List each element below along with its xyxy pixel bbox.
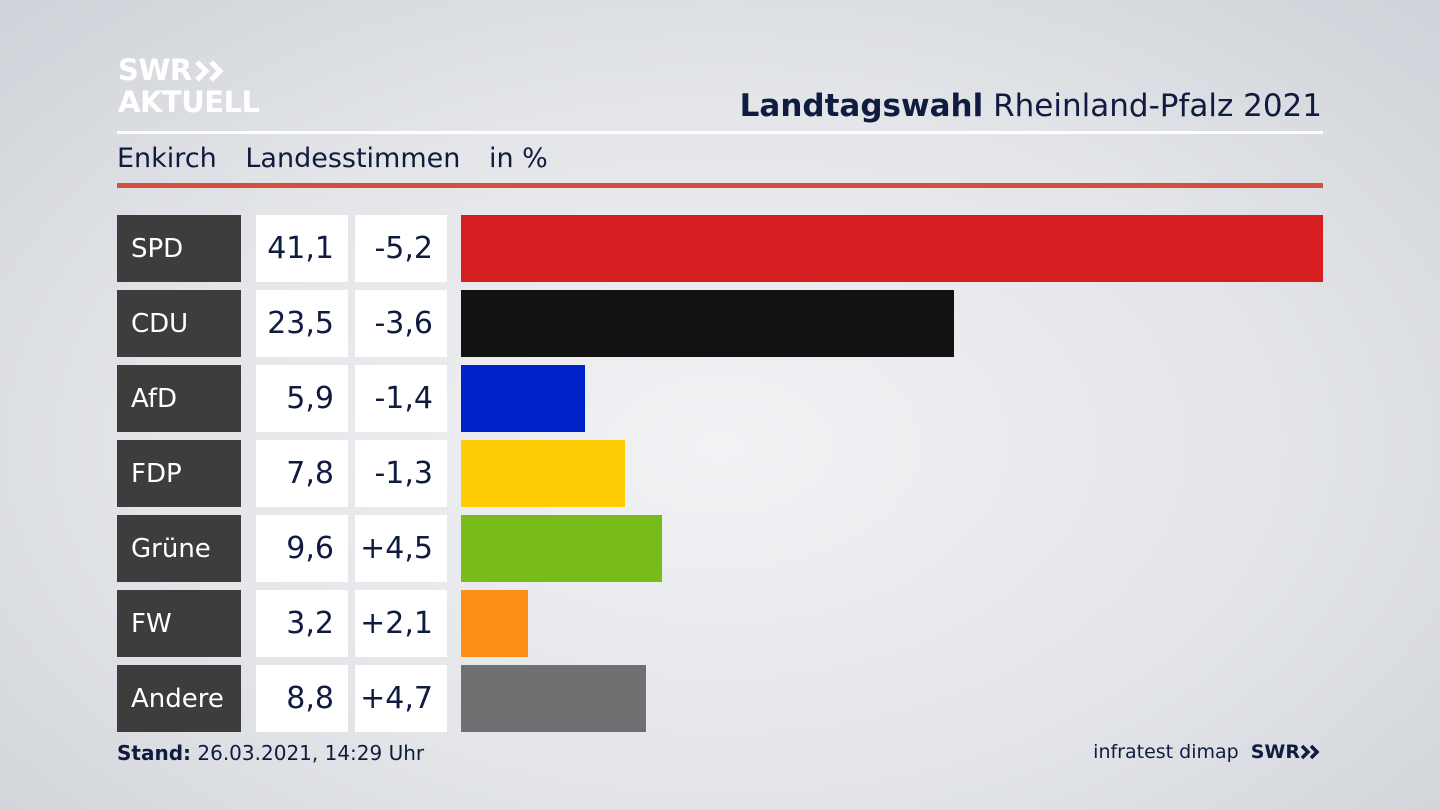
subtitle-unit: in %: [488, 143, 548, 174]
title-bold: Landtagswahl: [739, 88, 984, 124]
header-divider: [117, 131, 1323, 134]
swr-aktuell-logo: SWR AKTUELL: [118, 56, 260, 117]
timestamp-label: Stand:: [117, 741, 192, 765]
chart-row: AfD 5,9 -1,4: [117, 365, 1323, 432]
diff-label: -1,3: [355, 440, 447, 507]
value-label: 8,8: [256, 665, 348, 732]
swr-brand-text: SWR: [1250, 741, 1300, 763]
source-name: infratest dimap: [1093, 741, 1239, 763]
timestamp: Stand: 26.03.2021, 14:29 Uhr: [117, 741, 424, 765]
chart-row: FDP 7,8 -1,3: [117, 440, 1323, 507]
chart-row: Grüne 9,6 +4,5: [117, 515, 1323, 582]
logo-line-1: SWR: [118, 53, 192, 87]
party-label: CDU: [117, 290, 241, 357]
diff-label: +4,7: [355, 665, 447, 732]
party-label: FDP: [117, 440, 241, 507]
diff-label: -1,4: [355, 365, 447, 432]
bar: [461, 290, 954, 357]
chart-row: FW 3,2 +2,1: [117, 590, 1323, 657]
chart-row: CDU 23,5 -3,6: [117, 290, 1323, 357]
bar: [461, 590, 528, 657]
bar: [461, 440, 625, 507]
value-label: 23,5: [256, 290, 348, 357]
value-label: 9,6: [256, 515, 348, 582]
bar: [461, 365, 585, 432]
title-rest: Rheinland-Pfalz 2021: [993, 88, 1322, 124]
source-credit: infratest dimap SWR: [1093, 741, 1322, 763]
bar: [461, 215, 1323, 282]
diff-label: +2,1: [355, 590, 447, 657]
party-label: Grüne: [117, 515, 241, 582]
subtitle-type: Landesstimmen: [245, 143, 461, 174]
subtitle-place: Enkirch: [117, 143, 217, 174]
timestamp-value: 26.03.2021, 14:29 Uhr: [197, 741, 425, 765]
page-title: Landtagswahl Rheinland-Pfalz 2021: [740, 88, 1322, 124]
value-label: 41,1: [256, 215, 348, 282]
logo-line-2: AKTUELL: [118, 85, 260, 119]
value-label: 7,8: [256, 440, 348, 507]
diff-label: +4,5: [355, 515, 447, 582]
chevrons-icon: [194, 59, 224, 82]
chart-row: SPD 41,1 -5,2: [117, 215, 1323, 282]
diff-label: -5,2: [355, 215, 447, 282]
party-label: Andere: [117, 665, 241, 732]
bar: [461, 665, 646, 732]
bar: [461, 515, 662, 582]
value-label: 3,2: [256, 590, 348, 657]
accent-divider: [117, 183, 1323, 188]
chart-row: Andere 8,8 +4,7: [117, 665, 1323, 732]
value-label: 5,9: [256, 365, 348, 432]
party-label: SPD: [117, 215, 241, 282]
subtitle: Enkirch Landesstimmen in %: [117, 143, 568, 174]
party-label: FW: [117, 590, 241, 657]
chevrons-icon: [1300, 744, 1320, 760]
diff-label: -3,6: [355, 290, 447, 357]
party-label: AfD: [117, 365, 241, 432]
swr-brand: SWR: [1251, 741, 1322, 763]
